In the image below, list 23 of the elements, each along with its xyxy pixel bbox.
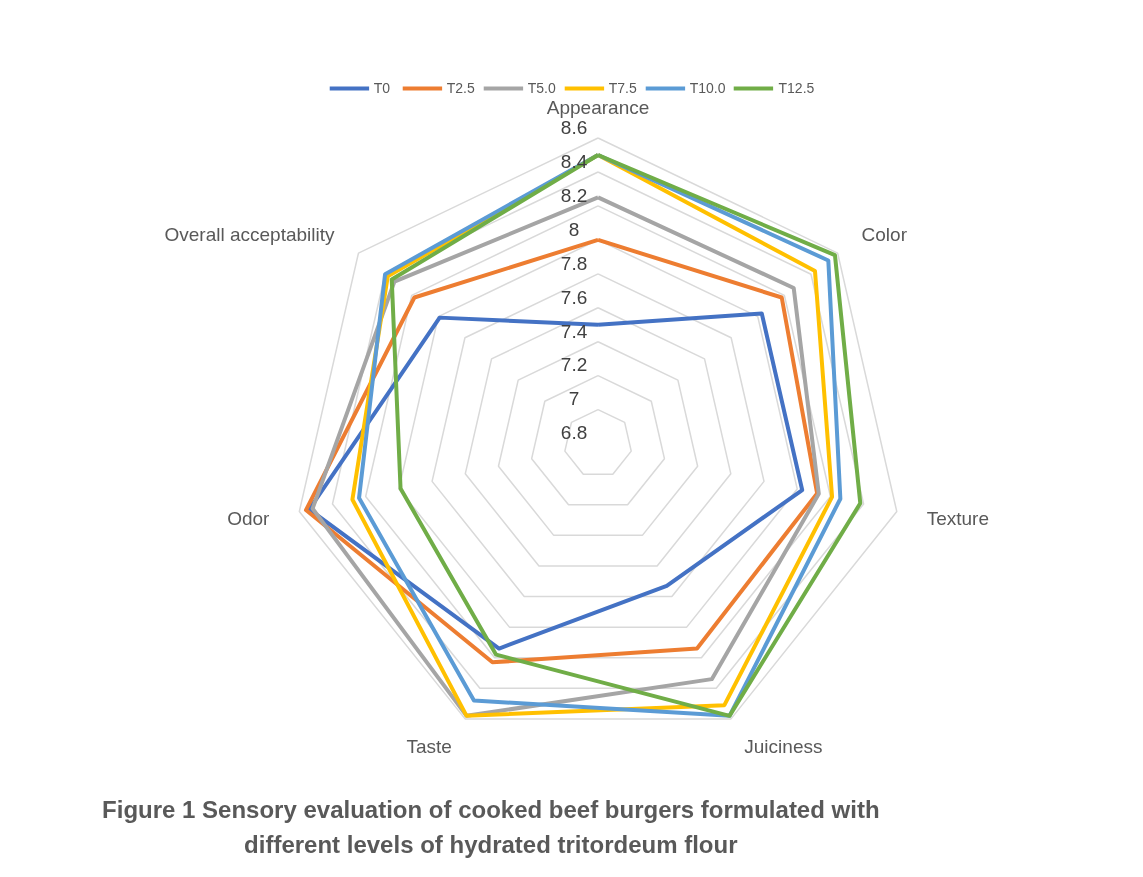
y-tick-label: 7.6: [560, 286, 588, 308]
y-tick-label: 8: [568, 218, 580, 240]
legend-label: T12.5: [778, 80, 815, 96]
y-tick-label: 6.8: [560, 422, 588, 444]
legend-label: T0: [373, 80, 391, 96]
legend-label: T10.0: [689, 80, 726, 96]
spoke-label: Texture: [926, 507, 989, 529]
y-tick-label: 7.4: [560, 320, 588, 342]
legend-label: T2.5: [446, 80, 475, 96]
legend-label: T7.5: [608, 80, 637, 96]
y-tick-label: 7.2: [560, 354, 588, 376]
y-tick-label: 8.4: [560, 150, 588, 172]
legend-label: T5.0: [527, 80, 556, 96]
spoke-label: Appearance: [546, 96, 650, 118]
y-tick-label: 7: [568, 388, 580, 410]
y-tick-label: 7.8: [560, 252, 588, 274]
spoke-label: Color: [861, 223, 908, 245]
y-tick-label: 8.2: [560, 184, 588, 206]
spoke-label: Juiciness: [744, 735, 823, 757]
spoke-label: Odor: [227, 507, 271, 529]
spoke-label: Taste: [406, 735, 452, 757]
text: Figure 1 Sensory evaluation of cooked beef burgers formulated with different levels of hydrated tritordeum flour: [102, 796, 880, 859]
spoke-label: Overall acceptability: [164, 223, 336, 245]
